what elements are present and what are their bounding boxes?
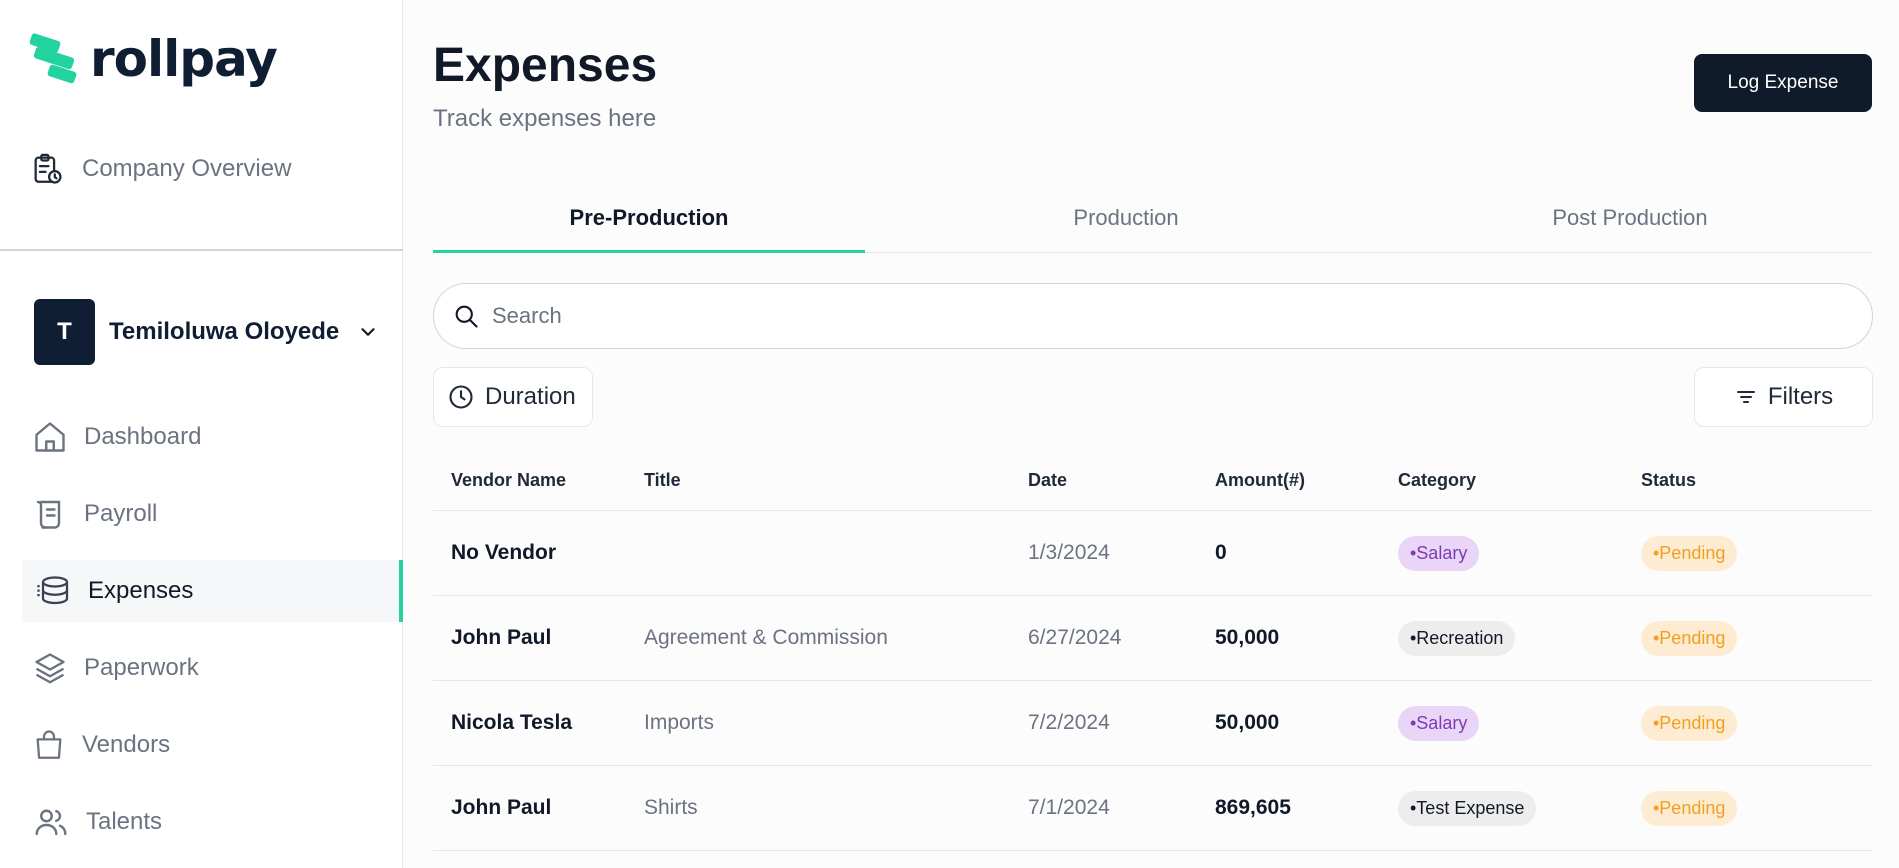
search-input[interactable] xyxy=(492,303,1792,329)
page-subtitle: Track expenses here xyxy=(433,105,657,132)
sidebar-divider xyxy=(0,249,403,251)
category-badge: •Test Expense xyxy=(1398,790,1537,826)
column-header-date[interactable]: Date xyxy=(1028,469,1068,490)
filter-lines-icon xyxy=(1736,391,1755,403)
table-row[interactable]: Nicola Tesla Imports 7/2/2024 50,000 •Sa… xyxy=(433,681,1873,766)
column-header-amount[interactable]: Amount(#) xyxy=(1215,469,1305,490)
filters-label: Filters xyxy=(1767,383,1834,410)
rollpay-logo-icon xyxy=(29,33,77,84)
sidebar-item-vendors[interactable]: Vendors xyxy=(22,714,403,776)
logo-text: rollpay xyxy=(90,30,278,88)
search-bar[interactable] xyxy=(433,283,1873,349)
column-header-category[interactable]: Category xyxy=(1398,469,1477,490)
chevron-down-icon[interactable] xyxy=(357,321,379,343)
sidebar-item-paperwork[interactable]: Paperwork xyxy=(22,637,403,699)
log-expense-button[interactable]: Log Expense xyxy=(1694,54,1872,112)
amount-cell: 0 xyxy=(1215,541,1227,564)
user-switcher[interactable]: T Temiloluwa Oloyede xyxy=(34,299,379,365)
clipboard-clock-icon xyxy=(34,153,62,184)
title-cell: Imports xyxy=(644,711,715,734)
page-title: Expenses xyxy=(433,39,658,92)
sidebar: rollpay Company Overview T Temiloluwa Ol… xyxy=(0,0,403,868)
filters-button[interactable]: Filters xyxy=(1694,367,1873,427)
users-icon xyxy=(35,809,67,836)
duration-label: Duration xyxy=(485,383,576,410)
sidebar-item-talents[interactable]: Talents xyxy=(22,791,403,853)
sidebar-item-payroll[interactable]: Payroll xyxy=(22,483,403,545)
duration-button[interactable]: Duration xyxy=(433,367,593,427)
amount-cell: 869,605 xyxy=(1215,796,1291,819)
status-badge: •Pending xyxy=(1641,620,1738,656)
sidebar-item-label: Vendors xyxy=(82,731,171,758)
category-badge: •Salary xyxy=(1398,705,1480,741)
vendor-cell: John Paul xyxy=(451,626,552,649)
sidebar-item-label: Payroll xyxy=(84,500,158,527)
title-cell: Agreement & Commission xyxy=(644,626,888,649)
title-cell: Shirts xyxy=(644,796,698,819)
status-badge: •Pending xyxy=(1641,790,1738,826)
vendor-cell: John Paul xyxy=(451,796,552,819)
coins-icon xyxy=(37,576,69,605)
avatar: T xyxy=(34,299,95,365)
tab-bar: Pre-Production Production Post Productio… xyxy=(433,190,1873,253)
tab-post-production[interactable]: Post Production xyxy=(1552,205,1708,230)
scroll-icon xyxy=(36,500,61,529)
company-overview-label: Company Overview xyxy=(82,155,292,182)
sidebar-item-label: Talents xyxy=(86,808,163,835)
date-cell: 6/27/2024 xyxy=(1028,626,1122,649)
table-row[interactable]: No Vendor 1/3/2024 0 •Salary •Pending xyxy=(433,511,1873,596)
table-row[interactable]: John Paul Shirts 7/1/2024 869,605 •Test … xyxy=(433,766,1873,851)
table-row[interactable]: John Paul Agreement & Commission 6/27/20… xyxy=(433,596,1873,681)
vendor-cell: Nicola Tesla xyxy=(451,711,572,734)
amount-cell: 50,000 xyxy=(1215,711,1280,734)
sidebar-item-label: Expenses xyxy=(88,577,194,604)
column-header-vendor[interactable]: Vendor Name xyxy=(451,469,567,490)
date-cell: 7/2/2024 xyxy=(1028,711,1110,734)
shopping-bag-icon xyxy=(36,730,62,759)
category-badge: •Recreation xyxy=(1398,620,1516,656)
search-icon xyxy=(455,305,478,328)
date-cell: 1/3/2024 xyxy=(1028,541,1110,564)
clock-icon xyxy=(449,385,473,409)
status-badge: •Pending xyxy=(1641,535,1738,571)
column-header-status[interactable]: Status xyxy=(1641,469,1697,490)
table-header: Vendor Name Title Date Amount(#) Categor… xyxy=(433,450,1873,511)
column-header-title[interactable]: Title xyxy=(644,469,681,490)
amount-cell: 50,000 xyxy=(1215,626,1280,649)
tab-production[interactable]: Production xyxy=(1073,205,1179,230)
logo[interactable]: rollpay xyxy=(28,30,278,88)
vendor-cell: No Vendor xyxy=(451,541,557,564)
main-content: Expenses Track expenses here Log Expense… xyxy=(433,0,1873,868)
sidebar-item-label: Paperwork xyxy=(84,654,199,681)
category-badge: •Salary xyxy=(1398,535,1480,571)
tab-pre-production[interactable]: Pre-Production xyxy=(433,190,865,253)
user-name: Temiloluwa Oloyede xyxy=(109,318,340,345)
date-cell: 7/1/2024 xyxy=(1028,796,1110,819)
sidebar-item-expenses[interactable]: Expenses xyxy=(22,560,403,622)
sidebar-item-label: Dashboard xyxy=(84,423,202,450)
sidebar-nav: Dashboard Payroll Expenses Paperwork xyxy=(22,406,403,868)
expenses-table: Vendor Name Title Date Amount(#) Categor… xyxy=(433,450,1873,851)
status-badge: •Pending xyxy=(1641,705,1738,741)
home-icon xyxy=(35,422,65,452)
company-overview-link[interactable]: Company Overview xyxy=(30,152,291,186)
layers-icon xyxy=(35,653,65,684)
sidebar-item-dashboard[interactable]: Dashboard xyxy=(22,406,403,468)
